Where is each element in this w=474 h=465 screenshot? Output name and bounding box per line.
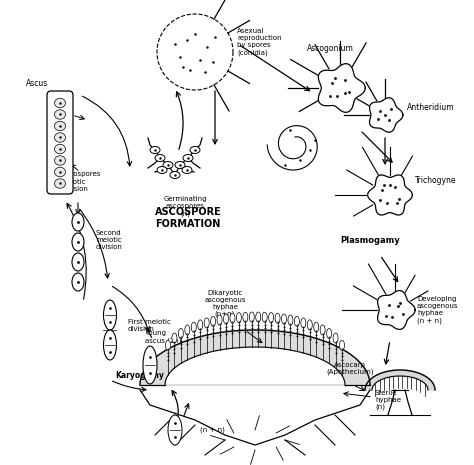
Text: Mitotic
division: Mitotic division [62, 179, 89, 192]
FancyBboxPatch shape [47, 91, 73, 194]
Text: ASCOSPORE
FORMATION: ASCOSPORE FORMATION [155, 207, 222, 229]
Ellipse shape [155, 154, 165, 161]
Ellipse shape [333, 333, 338, 343]
Ellipse shape [307, 320, 312, 330]
Ellipse shape [183, 154, 193, 161]
Text: Ascogonium: Ascogonium [307, 44, 354, 53]
Text: Young
ascus (2n): Young ascus (2n) [145, 330, 182, 344]
Ellipse shape [172, 333, 177, 343]
Ellipse shape [185, 325, 190, 335]
Ellipse shape [72, 273, 84, 291]
Ellipse shape [157, 166, 167, 173]
Ellipse shape [320, 325, 325, 335]
Ellipse shape [249, 312, 254, 322]
Ellipse shape [168, 415, 182, 445]
Ellipse shape [301, 318, 306, 328]
Ellipse shape [314, 322, 319, 332]
Ellipse shape [55, 167, 65, 177]
Text: Second
meiotic
division: Second meiotic division [96, 230, 123, 250]
Ellipse shape [178, 328, 183, 339]
Polygon shape [368, 175, 412, 215]
Text: Antheridium: Antheridium [407, 102, 455, 112]
Text: Trichogyne: Trichogyne [415, 175, 456, 185]
Ellipse shape [190, 146, 200, 153]
Ellipse shape [72, 213, 84, 231]
Ellipse shape [224, 314, 228, 324]
Text: Ascus: Ascus [26, 79, 48, 87]
Text: Ascocarp
(Apothecium): Ascocarp (Apothecium) [326, 361, 374, 375]
Ellipse shape [103, 330, 117, 360]
Ellipse shape [150, 146, 160, 153]
Ellipse shape [182, 166, 192, 173]
Ellipse shape [282, 314, 286, 324]
Ellipse shape [175, 161, 185, 168]
Ellipse shape [217, 315, 222, 325]
Ellipse shape [55, 121, 65, 131]
Text: Asexual
reproduction
by spores
(conidia): Asexual reproduction by spores (conidia) [237, 28, 282, 56]
Ellipse shape [170, 172, 180, 179]
Ellipse shape [210, 316, 216, 326]
Polygon shape [378, 291, 415, 329]
Text: Dikaryotic
ascogenous
hyphae
(n+n): Dikaryotic ascogenous hyphae (n+n) [204, 290, 246, 317]
Ellipse shape [191, 322, 196, 332]
Ellipse shape [288, 315, 293, 325]
Ellipse shape [339, 340, 345, 350]
Text: First meiotic
division: First meiotic division [128, 319, 171, 332]
Text: Sterile
hyphae
(n): Sterile hyphae (n) [375, 390, 401, 410]
Ellipse shape [55, 133, 65, 142]
Text: Germinating
ascospores
(n): Germinating ascospores (n) [163, 196, 207, 217]
Ellipse shape [327, 328, 332, 339]
Ellipse shape [165, 340, 171, 350]
Ellipse shape [237, 312, 241, 323]
Polygon shape [319, 64, 365, 113]
Ellipse shape [55, 144, 65, 154]
Ellipse shape [55, 98, 65, 108]
Ellipse shape [198, 320, 203, 330]
Text: Developing
ascogenous
hyphae
(n + n): Developing ascogenous hyphae (n + n) [417, 296, 458, 324]
Ellipse shape [275, 313, 280, 323]
Text: Ascospores
(n): Ascospores (n) [62, 171, 101, 185]
Ellipse shape [163, 161, 173, 168]
Polygon shape [370, 98, 403, 132]
Ellipse shape [204, 318, 209, 328]
Text: Karyogamy: Karyogamy [115, 371, 164, 379]
Polygon shape [365, 370, 435, 390]
Ellipse shape [55, 110, 65, 119]
Text: Plasmogamy: Plasmogamy [340, 235, 400, 245]
Ellipse shape [230, 313, 235, 323]
Ellipse shape [294, 316, 300, 326]
Ellipse shape [262, 312, 267, 322]
Ellipse shape [55, 179, 65, 188]
Ellipse shape [72, 233, 84, 251]
Ellipse shape [269, 312, 273, 323]
Text: (n + n): (n + n) [200, 427, 225, 433]
Ellipse shape [72, 253, 84, 271]
Ellipse shape [55, 156, 65, 165]
Ellipse shape [255, 312, 261, 322]
Ellipse shape [143, 346, 157, 384]
Polygon shape [140, 330, 370, 385]
Ellipse shape [243, 312, 248, 322]
Ellipse shape [103, 300, 117, 330]
